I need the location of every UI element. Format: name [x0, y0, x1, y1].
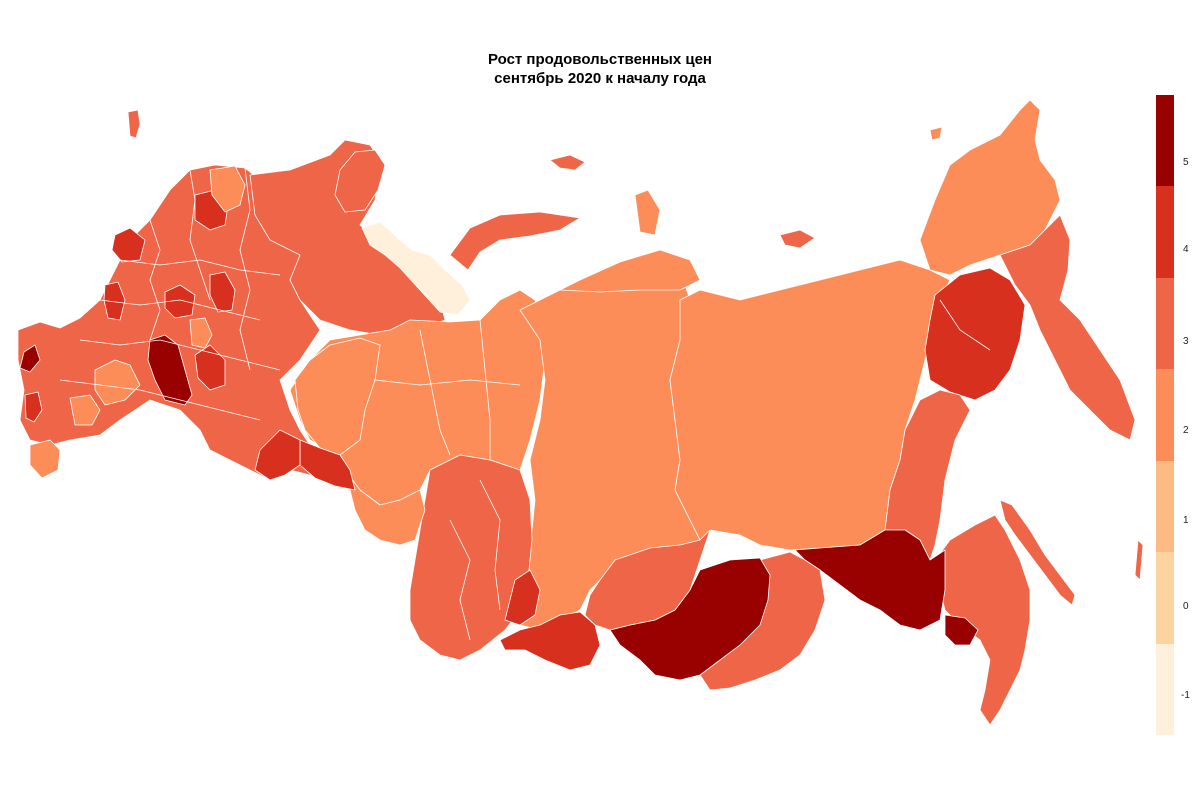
- region-irkutsk: [584, 529, 711, 631]
- region-omsk-kurgan: [344, 469, 426, 546]
- legend-label-0: 0: [1183, 601, 1189, 612]
- region-sakhalin: [999, 499, 1076, 606]
- legend-label-3: 3: [1183, 336, 1189, 347]
- legend-swatch-2: [1156, 369, 1174, 461]
- legend-swatch-0: [1156, 552, 1174, 644]
- region-kuril: [1134, 539, 1144, 581]
- region-new-siberian: [779, 229, 816, 249]
- title-line-2: сентябрь 2020 к началу года: [494, 70, 706, 87]
- region-krasnodar: [69, 394, 101, 426]
- legend-label-2: 2: [1183, 425, 1189, 436]
- region-south-siberia: [409, 454, 533, 661]
- region-murmansk: [334, 149, 386, 213]
- region-karelia: [209, 165, 246, 213]
- region-kamchatka: [999, 214, 1136, 441]
- region-voronezh: [147, 334, 193, 406]
- region-kostroma: [209, 271, 236, 313]
- legend-label-5: 5: [1183, 157, 1189, 168]
- region-novaya-zemlya: [449, 211, 581, 271]
- legend-label-1: 1: [1183, 515, 1189, 526]
- region-tuva: [499, 611, 601, 671]
- region-orenburg: [299, 439, 356, 491]
- region-komi: [294, 337, 381, 456]
- legend-color-bar: [1156, 95, 1174, 735]
- region-franz-josef: [549, 154, 586, 171]
- region-chukotka: [919, 99, 1061, 276]
- region-volga-south: [254, 429, 301, 481]
- region-khabarovsk: [884, 389, 971, 561]
- region-magadan: [924, 267, 1026, 401]
- region-amur: [794, 529, 946, 631]
- legend-swatch-1: [1156, 461, 1174, 552]
- region-kursk: [194, 344, 226, 391]
- region-rostov: [94, 359, 141, 406]
- legend-swatch-5: [1156, 95, 1174, 186]
- region-jewish: [944, 614, 979, 646]
- legend-label-neg1: -1: [1181, 690, 1190, 701]
- legend-swatch-3: [1156, 278, 1174, 369]
- region-taymyr: [559, 249, 701, 293]
- legend-swatch-4: [1156, 186, 1174, 278]
- region-nenets: [361, 221, 471, 316]
- map-title: Рост продовольственных цен сентябрь 2020…: [0, 50, 1200, 88]
- region-kaluga: [24, 391, 43, 423]
- legend-label-4: 4: [1183, 244, 1189, 255]
- region-severnaya-zemlya: [634, 189, 661, 236]
- region-smolensk: [103, 281, 126, 321]
- region-kemerovo: [504, 569, 541, 626]
- region-ryazan: [189, 317, 213, 349]
- region-wrangel: [929, 126, 943, 141]
- region-tver: [164, 284, 196, 319]
- region-stavropol: [29, 439, 61, 479]
- region-crimea: [19, 344, 41, 373]
- region-kaliningrad: [127, 109, 141, 139]
- region-pskov: [111, 227, 146, 263]
- region-borders: [59, 167, 991, 641]
- title-line-1: Рост продовольственных цен: [487, 51, 712, 68]
- legend-swatch-neg1: [1156, 644, 1174, 735]
